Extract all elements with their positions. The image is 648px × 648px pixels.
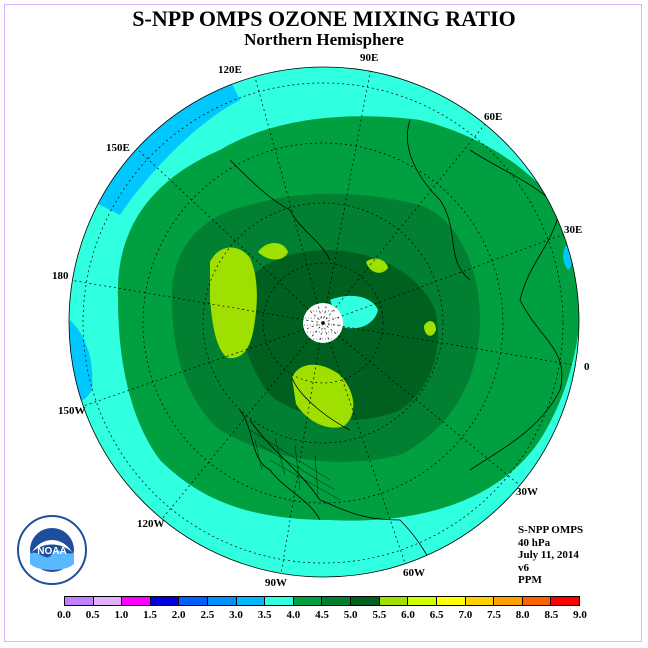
color-scale-swatch (522, 597, 552, 605)
color-scale-tick-label: 7.5 (487, 609, 501, 621)
lon-label-150w: 150W (58, 405, 86, 417)
meridian-lines (69, 67, 579, 577)
ozone-peak-patch-arctic (366, 258, 388, 273)
color-scale-tick-label: 9.0 (573, 609, 587, 621)
color-scale-tick-label: 8.5 (544, 609, 559, 621)
map-title: S-NPP OMPS OZONE MIXING RATIO (132, 6, 516, 31)
color-scale-bar (64, 596, 580, 606)
map-boundary (68, 66, 580, 578)
color-scale-swatch (150, 597, 180, 605)
color-scale-swatch (93, 597, 123, 605)
lon-label-90e: 90E (360, 52, 378, 64)
map-subtitle: Northern Hemisphere (244, 30, 404, 49)
color-scale-tick-label: 2.5 (200, 609, 215, 621)
lon-label-120w: 120W (137, 518, 165, 530)
lon-label-60w: 60W (403, 567, 425, 579)
color-scale-tick-label: 6.5 (429, 609, 444, 621)
color-scale-swatch (408, 597, 437, 605)
lon-label-90w: 90W (265, 577, 287, 589)
ozone-band-3.0-3.5-pacific (90, 80, 240, 215)
ozone-peak-patch-siberia (258, 243, 288, 260)
color-scale-tick-label: 4.5 (315, 609, 329, 621)
color-scale-tick-label: 6.0 (401, 609, 415, 621)
color-scale-tick-label: 4.0 (286, 609, 301, 621)
color-scale-tick-label: 8.0 (515, 609, 530, 621)
latitude-circles (82, 82, 564, 564)
info-date: July 11, 2014 (518, 549, 579, 561)
longitude-labels: 120E 90E 60E 30E 0 30W 60W 90W 120W 150W… (52, 52, 590, 589)
color-scale-ticks: 0.0 0.5 1.0 1.5 2.0 2.5 3.0 3.5 4.0 4.5 5.0 5.5 6.0 6… (0, 609, 648, 623)
color-scale-tick-label: 3.0 (229, 609, 243, 621)
color-scale-tick-label: 7.0 (458, 609, 473, 621)
lon-label-180: 180 (52, 270, 69, 282)
ozone-peak-patch-pacific (210, 247, 257, 359)
color-scale-swatch (379, 597, 409, 605)
color-scale-swatch (551, 597, 579, 605)
color-scale-swatch (179, 597, 209, 605)
color-scale-swatch (436, 597, 466, 605)
lon-label-30w: 30W (516, 486, 538, 498)
color-scale-tick-label: 0.5 (85, 609, 100, 621)
noaa-logo-bird (32, 540, 72, 552)
lon-label-60e: 60E (484, 111, 502, 123)
color-scale-tick-label: 5.5 (372, 609, 387, 621)
color-scale-tick-label: 2.0 (171, 609, 186, 621)
coastlines (229, 119, 563, 577)
color-scale-tick-label: 3.5 (257, 609, 272, 621)
ozone-peak-patch-canada (292, 364, 354, 428)
color-scale-swatch (122, 597, 151, 605)
noaa-logo: NOAA (17, 515, 87, 585)
color-scale-tick-label: 0.0 (57, 609, 71, 621)
color-scale-swatch (65, 597, 94, 605)
color-scale-tick-label: 5.0 (343, 609, 358, 621)
color-scale-swatch (208, 597, 237, 605)
noaa-logo-wave (30, 550, 74, 570)
color-scale-swatch (465, 597, 495, 605)
lon-label-150e: 150E (106, 142, 130, 154)
ozone-band-3.0-3.5-east (563, 245, 572, 270)
lon-label-0: 0 (584, 361, 590, 373)
info-version: v6 (518, 561, 529, 574)
color-scale-swatch (265, 597, 294, 605)
ozone-field (69, 67, 579, 577)
page-frame (4, 4, 642, 642)
color-scale-swatch (293, 597, 323, 605)
color-scale-swatch (322, 597, 352, 605)
info-level: 40 hPa (518, 536, 551, 549)
info-units: PPM (518, 574, 542, 586)
state-borders (249, 429, 341, 501)
noaa-logo-text: NOAA (37, 546, 66, 557)
lon-label-30e: 30E (564, 224, 582, 236)
color-scale-tick-label: 1.0 (114, 609, 129, 621)
lon-label-120e: 120E (218, 64, 242, 76)
color-scale-tick-label: 1.5 (143, 609, 157, 621)
info-instrument: S-NPP OMPS (518, 524, 584, 536)
ozone-peak-patch-europe (424, 321, 436, 336)
color-scale-swatch (351, 597, 380, 605)
color-scale-swatch (236, 597, 266, 605)
map-info-block: S-NPP OMPS 40 hPa July 11, 2014 v6 PPM (518, 524, 583, 587)
color-scale-swatch (494, 597, 523, 605)
